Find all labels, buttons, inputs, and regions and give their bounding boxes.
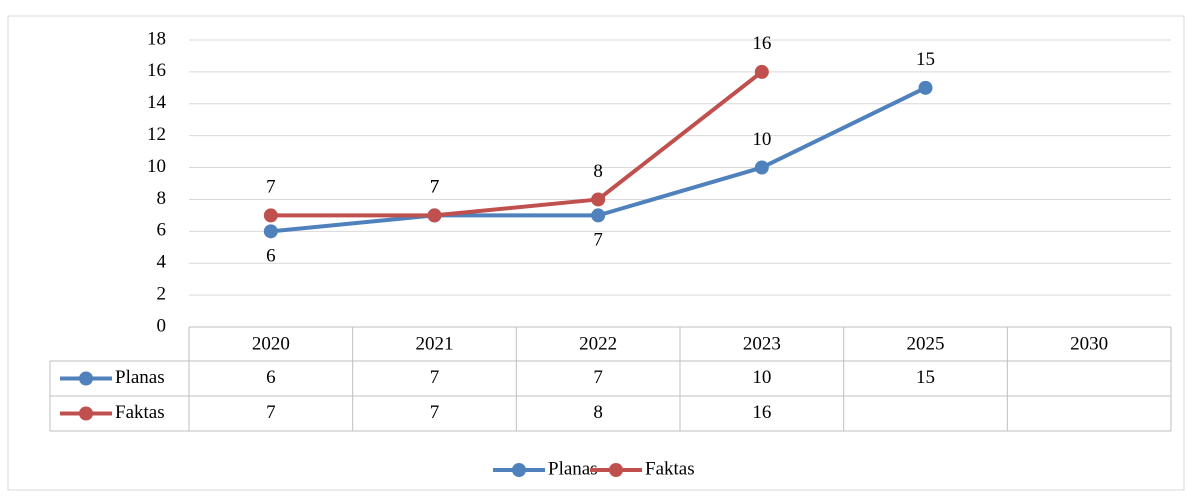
data-label: 8: [593, 161, 603, 182]
data-label: 7: [430, 177, 440, 198]
table-value: 15: [916, 367, 935, 388]
y-tick-label: 14: [147, 92, 167, 113]
point: [754, 160, 769, 175]
y-tick-label: 16: [147, 60, 166, 81]
table-legend-label: Faktas: [115, 402, 165, 423]
table-value: 8: [593, 402, 603, 423]
x-tick-label: 2020: [252, 333, 290, 354]
legend-label: Faktas: [645, 458, 695, 479]
x-tick-label: 2021: [416, 333, 454, 354]
data-label: 7: [430, 177, 440, 198]
point: [591, 192, 606, 207]
table-value: 6: [266, 367, 276, 388]
y-tick-label: 12: [147, 124, 166, 145]
data-label: 7: [266, 177, 276, 198]
point: [427, 208, 442, 223]
x-tick-label: 2023: [743, 333, 781, 354]
table-value: 7: [430, 367, 440, 388]
data-label: 15: [916, 49, 935, 70]
x-tick-label: 2025: [907, 333, 945, 354]
point: [263, 224, 278, 239]
series-line: [270, 70, 764, 218]
legend-marker: [609, 463, 623, 477]
y-tick-label: 6: [157, 220, 167, 241]
table-legend-marker: [79, 371, 93, 386]
table-legend-label: Planas: [115, 367, 165, 388]
y-tick-label: 8: [157, 188, 167, 209]
y-tick-label: 10: [147, 156, 166, 177]
point: [918, 80, 933, 95]
legend-marker: [512, 463, 526, 477]
point: [263, 208, 278, 223]
point: [591, 208, 606, 223]
table-value: 10: [752, 367, 771, 388]
table-value: 7: [266, 402, 276, 423]
data-label: 10: [752, 129, 771, 150]
y-tick-label: 4: [157, 252, 167, 273]
point: [754, 64, 769, 79]
x-tick-label: 2022: [579, 333, 617, 354]
table-value: 7: [430, 402, 440, 423]
x-tick-label: 2030: [1070, 333, 1108, 354]
legend-label: Planas: [548, 458, 598, 479]
chart-frame: [7, 15, 1185, 491]
table-value: 16: [752, 402, 771, 423]
table-legend-marker: [79, 406, 93, 421]
y-tick-label: 18: [147, 28, 166, 49]
data-label: 16: [752, 33, 771, 54]
table-value: 7: [593, 367, 603, 388]
data-label: 6: [266, 246, 276, 267]
data-label: 7: [593, 230, 603, 251]
y-tick-label: 2: [157, 283, 167, 304]
y-tick-label: 0: [157, 315, 167, 336]
